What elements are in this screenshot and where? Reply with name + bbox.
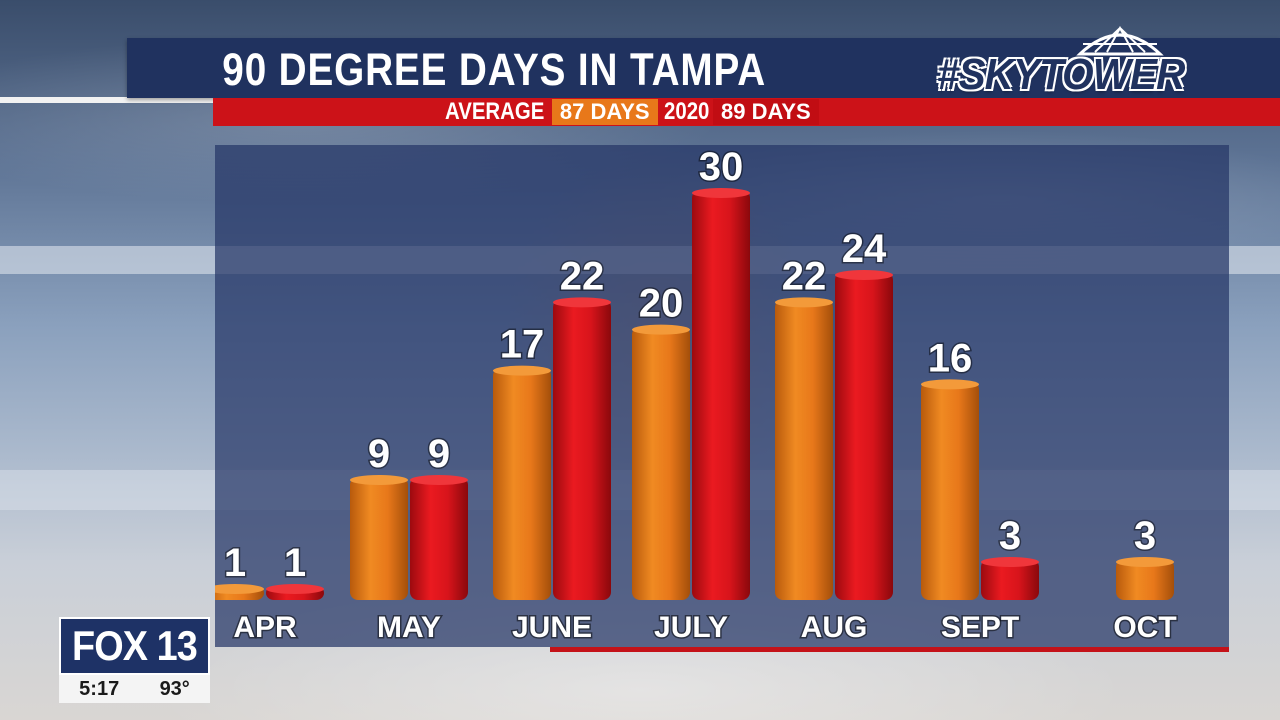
bar-cap-average-july <box>632 324 690 335</box>
value-label-2020-apr: 1 <box>284 541 306 585</box>
time-temp-bar: 5:17 93° <box>59 675 210 703</box>
bar-2020-july <box>692 190 750 600</box>
category-label-apr: APR <box>233 611 297 644</box>
value-label-average-oct: 3 <box>1134 514 1156 558</box>
bar-2020-june <box>553 299 611 600</box>
legend-average-value: 87 DAYS <box>551 99 658 125</box>
bar-average-july <box>632 326 690 600</box>
bar-cap-average-may <box>350 475 408 485</box>
bar-cap-2020-aug <box>835 270 893 280</box>
value-label-2020-aug: 24 <box>842 227 887 271</box>
skytower-logo: #SKYTOWER <box>935 22 1185 102</box>
bar-2020-aug <box>835 272 893 600</box>
bar-cap-average-sept <box>921 379 979 390</box>
skytower-brand: #SKYTOWER <box>937 50 1185 99</box>
bar-2020-sept <box>981 559 1039 600</box>
current-temperature: 93° <box>159 677 190 700</box>
chart-title: 90 DEGREE DAYS IN TAMPA <box>222 44 767 95</box>
bar-average-june <box>493 367 551 600</box>
bar-cap-2020-may <box>410 475 468 485</box>
bar-average-sept <box>921 381 979 600</box>
value-label-average-sept: 16 <box>928 336 973 380</box>
panel-underline <box>550 647 1229 652</box>
bar-cap-average-apr <box>215 584 264 594</box>
bar-average-oct <box>1116 559 1174 600</box>
clock-time: 5:17 <box>79 677 120 700</box>
legend-bar: AVERAGE 87 DAYS 2020 89 DAYS <box>213 98 1280 126</box>
bar-cap-2020-sept <box>981 557 1039 567</box>
value-label-2020-sept: 3 <box>999 514 1021 558</box>
bar-chart: 1 1 APR 9 9 MAY 17 22 JUNE 20 30 JULY 22 24 AUG 16 3 SEPT… <box>215 145 1178 646</box>
value-label-average-july: 20 <box>639 282 684 326</box>
white-rule <box>0 97 213 103</box>
legend-average-label: AVERAGE <box>445 98 545 125</box>
category-label-may: MAY <box>377 611 441 644</box>
bar-cap-average-oct <box>1116 557 1174 567</box>
category-label-oct: OCT <box>1113 611 1176 644</box>
category-label-aug: AUG <box>801 611 868 644</box>
value-label-average-apr: 1 <box>224 541 246 585</box>
station-bug: FOX 13 5:17 93° <box>59 617 210 703</box>
category-label-july: JULY <box>654 611 728 644</box>
bar-2020-may <box>410 477 468 600</box>
value-label-2020-july: 30 <box>699 145 744 189</box>
value-label-2020-may: 9 <box>428 432 450 476</box>
category-label-sept: SEPT <box>941 611 1019 644</box>
bar-cap-2020-july <box>692 188 750 198</box>
legend-year-value: 89 DAYS <box>712 99 819 125</box>
bar-cap-2020-june <box>553 297 611 308</box>
bar-average-aug <box>775 299 833 600</box>
fox13-logo: FOX 13 <box>59 617 210 675</box>
fox13-logo-text: FOX 13 <box>72 622 198 669</box>
value-label-2020-june: 22 <box>560 254 605 298</box>
bar-cap-average-june <box>493 365 551 376</box>
category-label-june: JUNE <box>512 611 592 644</box>
value-label-average-may: 9 <box>368 432 390 476</box>
value-label-average-june: 17 <box>500 323 545 367</box>
legend-year-label: 2020 <box>663 98 709 125</box>
bar-cap-2020-apr <box>266 584 324 594</box>
skytower-dome-icon <box>1076 25 1164 56</box>
bar-cap-average-aug <box>775 297 833 308</box>
bar-average-may <box>350 477 408 600</box>
value-label-average-aug: 22 <box>782 254 827 298</box>
title-bar: 90 DEGREE DAYS IN TAMPA <box>127 38 1280 98</box>
